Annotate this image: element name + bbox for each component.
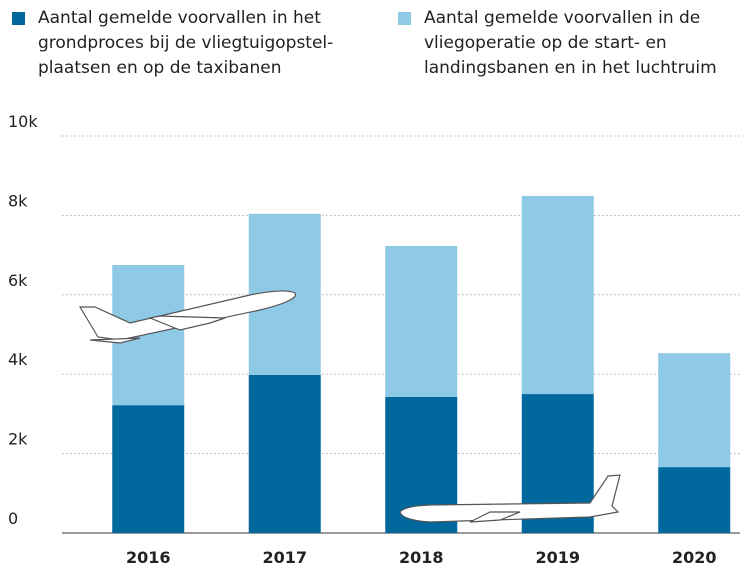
x-tick-label: 2018 bbox=[399, 548, 444, 567]
bar-segment bbox=[112, 405, 184, 533]
x-tick-label: 2019 bbox=[535, 548, 580, 567]
bar-segment bbox=[658, 467, 730, 533]
bar-segment bbox=[658, 353, 730, 467]
y-tick-label: 0 bbox=[8, 509, 18, 528]
x-tick-label: 2016 bbox=[126, 548, 171, 567]
y-tick-label: 8k bbox=[8, 191, 28, 210]
x-tick-label: 2017 bbox=[262, 548, 307, 567]
bar-segment bbox=[249, 375, 321, 533]
bar-segment bbox=[522, 196, 594, 394]
page: Aantal gemelde voorvallen in het grondpr… bbox=[0, 0, 745, 568]
y-tick-label: 10k bbox=[8, 112, 38, 131]
y-tick-label: 6k bbox=[8, 271, 28, 290]
x-tick-label: 2020 bbox=[672, 548, 717, 567]
y-tick-label: 2k bbox=[8, 430, 28, 449]
y-tick-label: 4k bbox=[8, 350, 28, 369]
chart: 0 2k 4k 6k 8k 10k 2016 2017 2018 2019 2020 bbox=[0, 0, 745, 568]
bar-segment bbox=[385, 246, 457, 397]
